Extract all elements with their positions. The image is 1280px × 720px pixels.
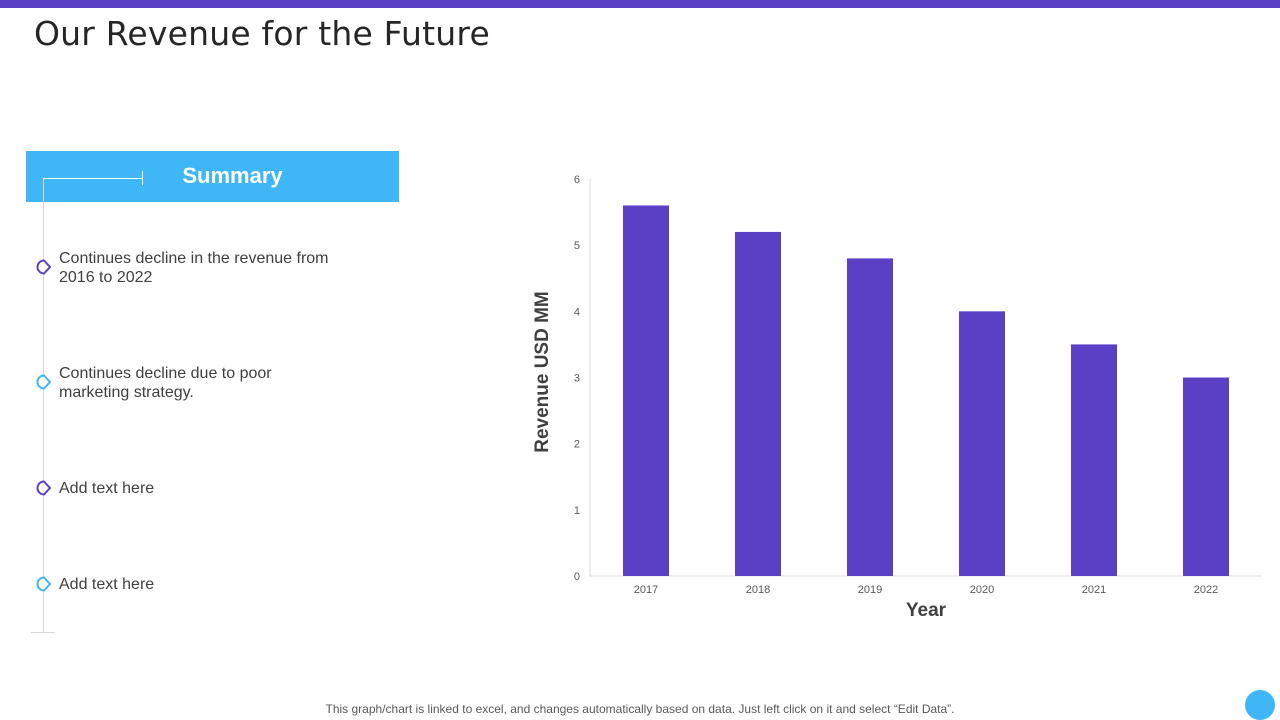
chart-labels: 0 1 2 3 4 5 6 2017 2018 2019 2020 2021 2022 Year Reven…: [532, 174, 1218, 621]
bar-2020: [959, 311, 1005, 576]
x-tick-label: 2019: [858, 584, 882, 596]
summary-item-1: Continues decline in the revenue from 20…: [59, 250, 329, 286]
timeline-marker-icon: [36, 480, 52, 496]
timeline-tick: [142, 171, 143, 185]
x-tick-label: 2021: [1082, 584, 1106, 596]
x-tick-label: 2020: [970, 584, 994, 596]
y-tick-label: 3: [574, 373, 580, 385]
y-tick-label: 0: [574, 571, 580, 583]
summary-item-2: Continues decline due to poor marketing …: [59, 365, 272, 401]
bar-2021: [1071, 344, 1117, 576]
bar-2019: [847, 258, 893, 576]
timeline-marker-icon: [36, 374, 52, 390]
top-accent-bar: [0, 0, 1280, 8]
bar-2017: [623, 205, 669, 576]
bar-2018: [735, 231, 781, 576]
timeline-marker-icon: [36, 576, 52, 592]
timeline-marker-icon: [36, 259, 52, 275]
corner-dot: [1245, 690, 1275, 720]
page-title: Our Revenue for the Future: [34, 14, 490, 53]
footer-note: This graph/chart is linked to excel, and…: [325, 702, 955, 716]
x-tick-label: 2017: [634, 584, 658, 596]
summary-item-4: Add text here: [59, 576, 155, 593]
y-axis-title: Revenue USD MM: [532, 291, 553, 453]
chart-axes: [589, 179, 1262, 577]
y-tick-label: 2: [574, 439, 580, 451]
timeline-end: [31, 632, 55, 633]
summary-header: Summary: [26, 151, 399, 202]
summary-title: Summary: [182, 163, 283, 188]
timeline-line: [43, 178, 44, 633]
chart-bars: [623, 205, 1229, 576]
x-tick-label: 2022: [1194, 584, 1218, 596]
summary-item-3: Add text here: [59, 480, 155, 497]
y-tick-label: 1: [574, 505, 580, 517]
timeline-connector: [43, 178, 142, 179]
x-tick-label: 2018: [746, 584, 770, 596]
y-tick-label: 5: [574, 240, 580, 252]
y-tick-label: 6: [574, 174, 580, 186]
y-tick-label: 4: [574, 306, 580, 318]
x-axis-title: Year: [906, 600, 947, 621]
bar-2022: [1183, 377, 1229, 576]
